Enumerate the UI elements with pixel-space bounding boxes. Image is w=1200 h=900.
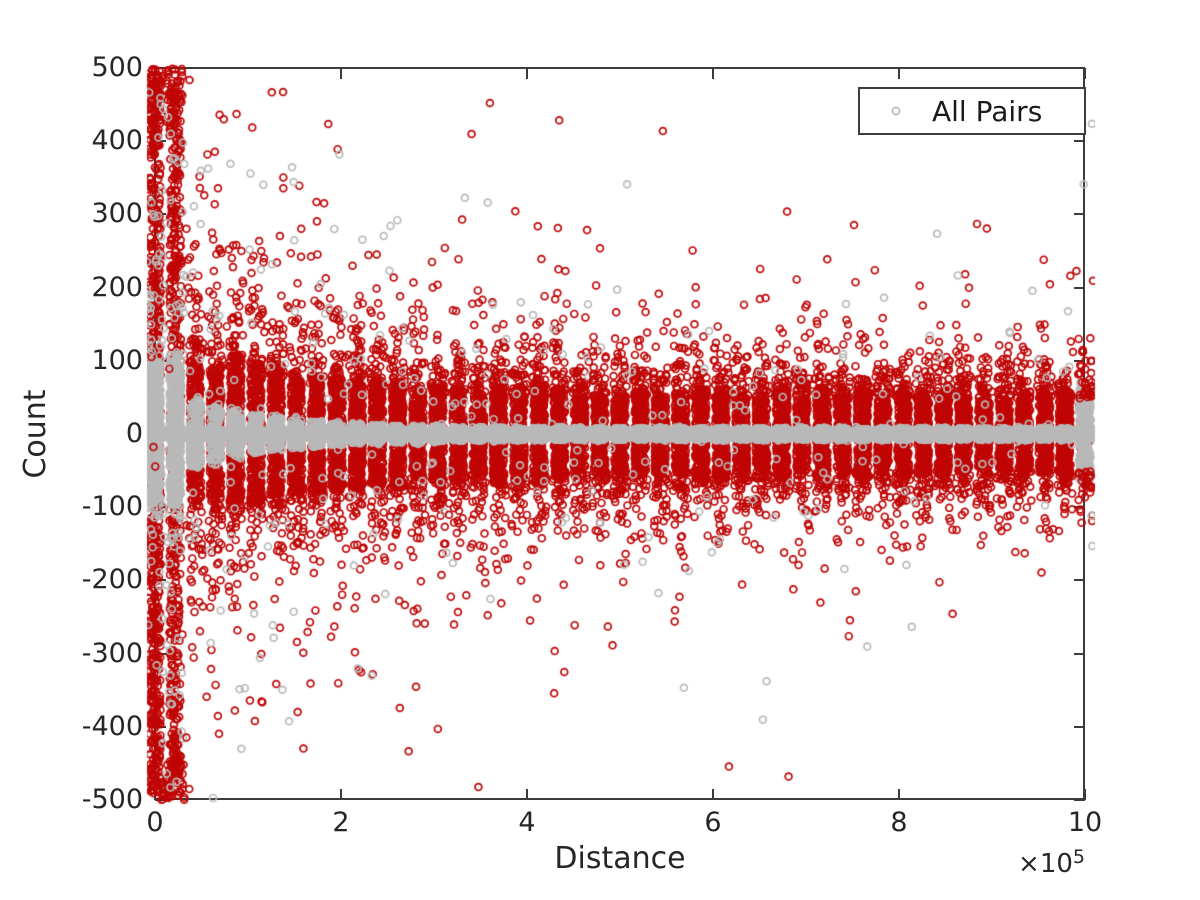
y-tick-label: 300 — [91, 198, 143, 230]
y-tick-label: 100 — [91, 344, 143, 376]
y-tick-label: -500 — [81, 784, 143, 815]
x-tick-label: 4 — [518, 807, 536, 838]
y-tick-label: -200 — [81, 564, 143, 596]
open-circle-icon — [891, 106, 901, 116]
y-tick-label: -400 — [81, 710, 143, 742]
y-axis-label: Count — [18, 389, 53, 479]
y-tick-label: 500 — [91, 52, 143, 83]
x-axis-label: Distance — [554, 841, 686, 876]
y-tick-label: 400 — [91, 125, 143, 157]
y-tick-label: -100 — [81, 491, 143, 523]
x-tick-label: 2 — [332, 807, 350, 838]
exponent-base-text: ×10 — [1018, 849, 1073, 879]
x-axis-exponent-label: ×105 — [935, 846, 1085, 879]
exponent-power-text: 5 — [1072, 846, 1085, 868]
legend-label: All Pairs — [932, 94, 1043, 128]
x-tick-label: 10 — [1067, 807, 1103, 838]
x-tick-label: 6 — [704, 807, 722, 838]
y-tick-label: -300 — [81, 637, 143, 669]
legend-marker-zone — [860, 104, 932, 118]
x-tick-label: 8 — [890, 807, 908, 838]
legend: All Pairs — [858, 87, 1086, 135]
y-tick-label: 0 — [125, 418, 143, 449]
x-tick-label: 0 — [146, 807, 164, 838]
y-tick-label: 200 — [91, 271, 143, 303]
